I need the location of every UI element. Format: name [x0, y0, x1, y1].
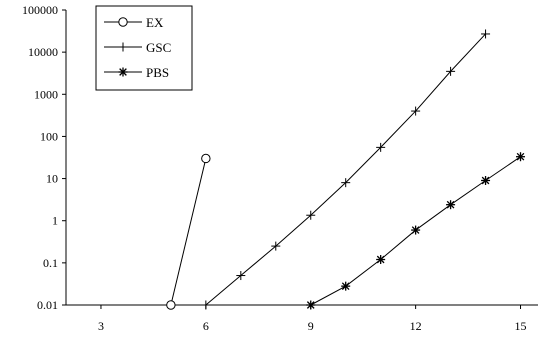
legend: EX GSC PBS	[95, 5, 193, 91]
y-tick-label: 0.1	[43, 256, 58, 270]
data-point-gsc	[341, 178, 351, 188]
x-tick-labels: 3 6 9 12 15	[98, 319, 527, 333]
legend-label-gsc: GSC	[146, 40, 171, 55]
data-point-gsc	[446, 66, 456, 76]
legend-marker-pbs	[118, 67, 128, 77]
y-tick-label: 0.01	[37, 298, 58, 312]
data-point-pbs	[481, 175, 491, 185]
legend-entry-ex: EX	[104, 15, 164, 30]
series-line-gsc	[205, 33, 486, 306]
data-point-gsc	[306, 210, 316, 220]
legend-box	[95, 5, 193, 91]
data-point-pbs	[516, 152, 526, 162]
legend-marker-ex	[118, 17, 128, 27]
legend-label-pbs: PBS	[146, 65, 169, 80]
x-tick-label: 6	[203, 319, 209, 333]
y-tick-label: 1000	[34, 87, 58, 101]
series-layer	[166, 29, 526, 310]
legend-marker-gsc	[118, 42, 128, 52]
y-tick-labels: 0.01 0.1 1 10 100 1000 10000 100000	[22, 3, 58, 312]
data-point-gsc	[271, 241, 281, 251]
y-tick-label: 10	[46, 172, 58, 186]
data-point-pbs	[341, 281, 351, 291]
data-point-gsc	[376, 142, 386, 152]
x-tick-label: 15	[515, 319, 527, 333]
data-point-pbs	[306, 300, 316, 310]
x-tick-label: 3	[98, 319, 104, 333]
x-tick-label: 9	[308, 319, 314, 333]
y-tick-label: 100000	[22, 3, 58, 17]
y-tick-label: 10000	[28, 45, 58, 59]
data-point-ex	[166, 300, 176, 310]
data-point-pbs	[446, 200, 456, 210]
data-point-gsc	[481, 29, 491, 39]
data-point-pbs	[376, 255, 386, 265]
data-point-pbs	[411, 225, 421, 235]
series-pbs	[306, 152, 526, 310]
data-point-gsc	[201, 300, 211, 310]
data-point-gsc	[236, 271, 246, 281]
series-line-ex	[170, 158, 207, 306]
data-point-gsc	[411, 106, 421, 116]
data-point-ex	[201, 153, 211, 164]
legend-label-ex: EX	[146, 15, 164, 30]
legend-entry-pbs: PBS	[104, 65, 169, 80]
legend-entry-gsc: GSC	[104, 40, 171, 55]
y-tick-label: 1	[52, 214, 58, 228]
series-ex	[166, 153, 211, 310]
series-gsc	[201, 29, 491, 310]
y-tick-label: 100	[40, 129, 58, 143]
x-tick-label: 12	[410, 319, 422, 333]
